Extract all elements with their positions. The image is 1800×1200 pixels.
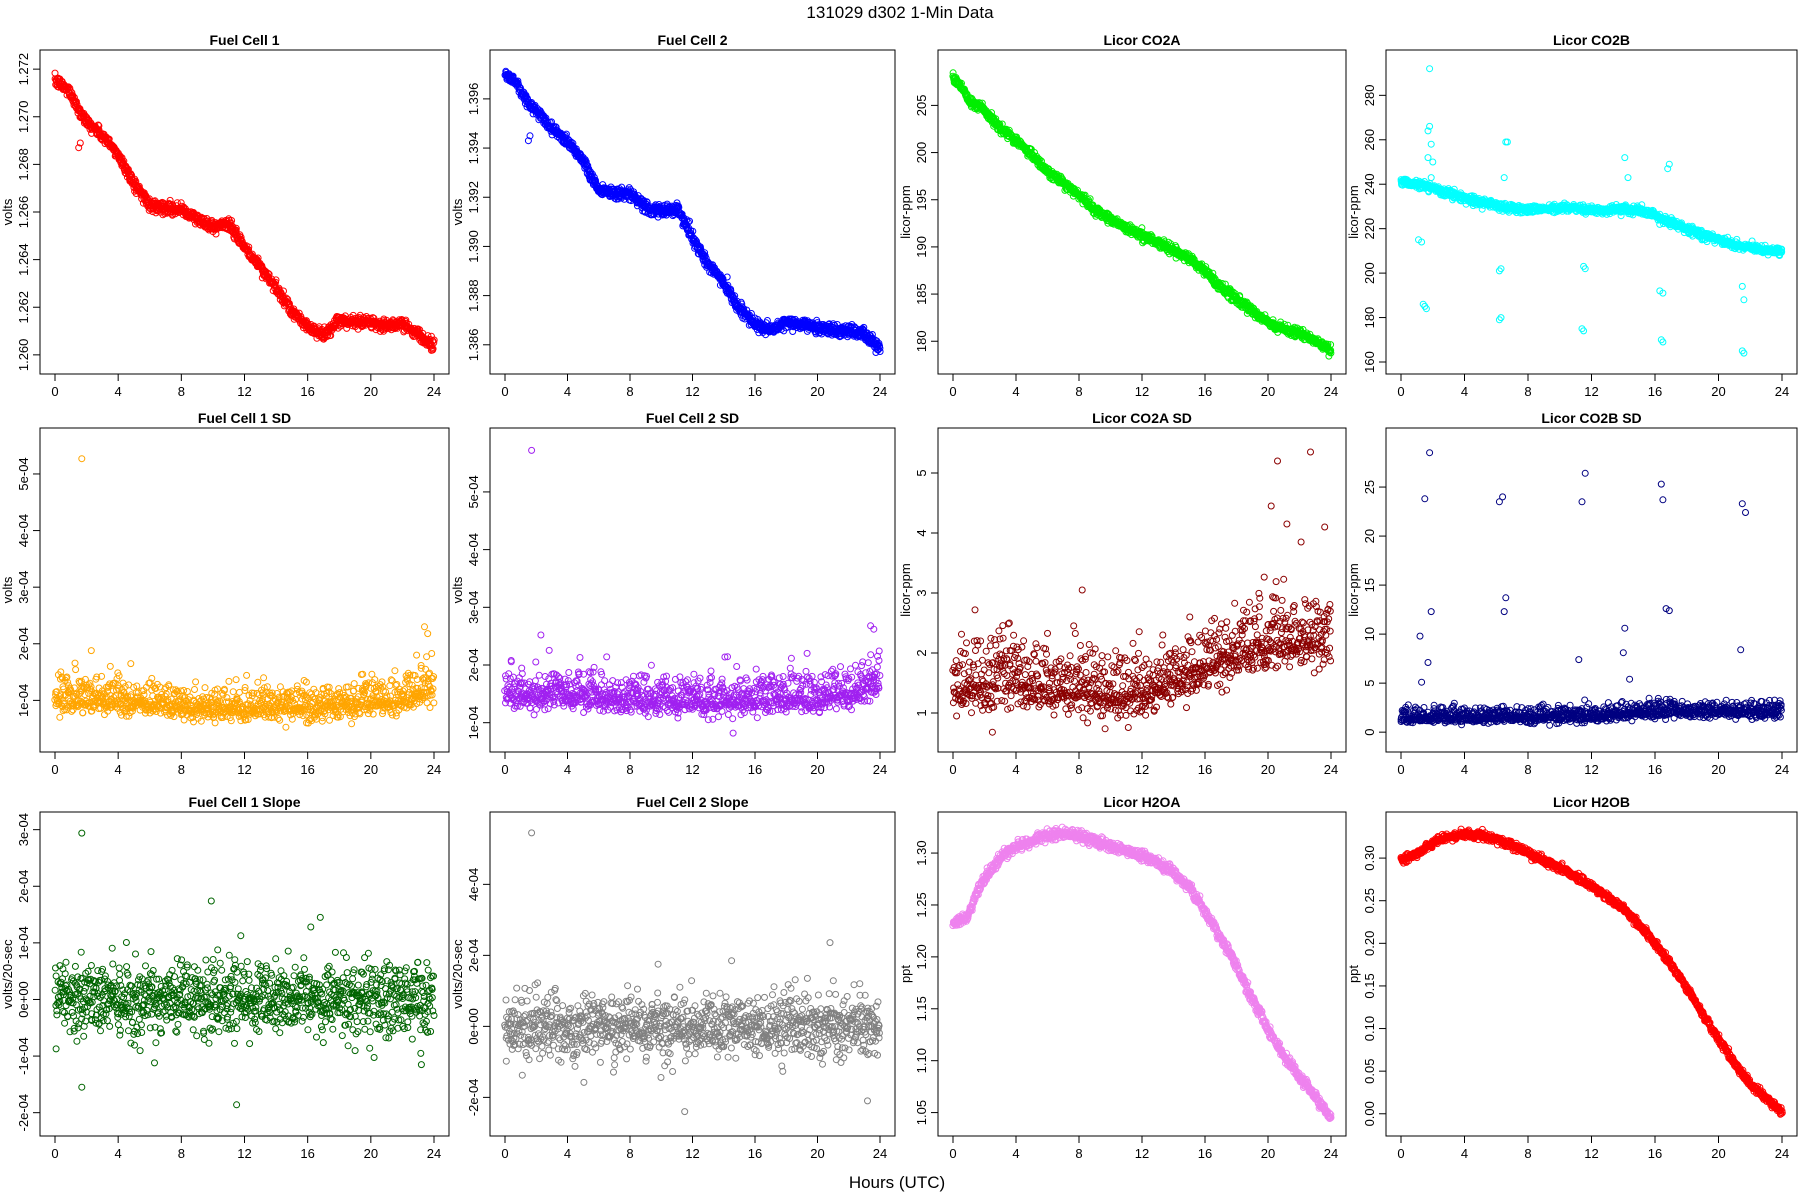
- data-point: [245, 243, 253, 251]
- panel-title-co2b: Licor CO2B: [1553, 32, 1630, 48]
- x-tick-label: 0: [51, 762, 58, 777]
- data-point-outlier: [1621, 154, 1629, 162]
- y-tick-label: 240: [1362, 173, 1377, 195]
- x-tick-label: 16: [748, 384, 762, 399]
- x-tick-label: 20: [364, 384, 378, 399]
- x-tick-label: 12: [1584, 384, 1598, 399]
- panel-title-fc1: Fuel Cell 1: [209, 32, 279, 48]
- x-tick-label: 16: [1198, 384, 1212, 399]
- data-point: [94, 121, 102, 129]
- series-fc1: [51, 69, 438, 354]
- x-tick-label: 12: [685, 384, 699, 399]
- panel-co2b: Licor CO2B 0 4 8 12 16 20 24 160 180 200 220 240 260 2…: [1346, 32, 1798, 399]
- data-point: [232, 226, 240, 234]
- series-co2b: [1397, 65, 1786, 357]
- y-tick-label: 1.272: [16, 53, 31, 86]
- y-tick-label: 1.268: [16, 148, 31, 181]
- series-co2a: [949, 69, 1335, 360]
- x-tick-label: 4: [115, 762, 122, 777]
- x-tick-label: 8: [626, 384, 633, 399]
- x-tick-label: 4: [1012, 384, 1019, 399]
- y-axis-label-co2b: licor-ppm: [1346, 185, 1361, 238]
- y-axis-label-fc1: volts: [0, 198, 15, 225]
- panel-fc1: Fuel Cell 1 0 4 8 12 16 20 24 1.260 1.262 1.264 1.2…: [0, 32, 450, 399]
- data-point: [272, 276, 280, 284]
- x-tick-label: 12: [1135, 384, 1149, 399]
- figure-title: 131029 d302 1-Min Data: [806, 3, 994, 22]
- y-tick-label: 1.386: [466, 329, 481, 362]
- data-point: [95, 122, 103, 130]
- x-tick-label: 24: [1324, 384, 1338, 399]
- y-tick-label: 1.394: [466, 132, 481, 165]
- y-tick-label: 1.266: [16, 196, 31, 229]
- y-tick-label: 200: [914, 142, 929, 164]
- y-tick-label: 160: [1362, 351, 1377, 373]
- x-tick-label: 24: [873, 384, 887, 399]
- y-tick-label: 1.396: [466, 83, 481, 116]
- y-axis-label-fc2: volts: [450, 198, 465, 225]
- x-tick-label: 4: [115, 384, 122, 399]
- data-point-outlier: [1500, 174, 1508, 182]
- x-tick-label: 12: [237, 762, 251, 777]
- data-point-outlier: [1738, 282, 1746, 290]
- data-point: [272, 278, 280, 286]
- data-point: [116, 152, 124, 160]
- panel-fc1sd: Fuel Cell 1 SD0 4 8 12 16 20 241e-042e-043e-04…: [0, 410, 450, 777]
- y-tick-label: 1.390: [466, 230, 481, 263]
- y-tick-label: 260: [1362, 129, 1377, 151]
- x-tick-label: 20: [810, 384, 824, 399]
- x-tick-label: 20: [1261, 384, 1275, 399]
- y-tick-label: 1.392: [466, 181, 481, 214]
- data-point-outlier: [1429, 158, 1437, 166]
- y-tick-label: 1.388: [466, 279, 481, 312]
- data-point-outlier: [1424, 154, 1432, 162]
- data-point-outlier: [1624, 174, 1632, 182]
- x-tick-label: 8: [1524, 384, 1531, 399]
- x-tick-label: 24: [1775, 384, 1789, 399]
- x-tick-label: 16: [300, 384, 314, 399]
- x-tick-label: 8: [178, 384, 185, 399]
- x-tick-label: 16: [1648, 384, 1662, 399]
- y-tick-label: 190: [914, 236, 929, 258]
- data-point-outlier: [1426, 65, 1434, 73]
- panel-title-fc1sd: Fuel Cell 1 SD: [198, 410, 291, 426]
- y-axis-label-co2a: licor-ppm: [898, 185, 913, 238]
- y-tick-label: 195: [914, 189, 929, 211]
- x-tick-label: 8: [1075, 384, 1082, 399]
- y-tick-label: 1.264: [16, 243, 31, 276]
- y-tick-label: 1.270: [16, 100, 31, 133]
- x-tick-label: 0: [949, 384, 956, 399]
- panel-title-fc2: Fuel Cell 2: [657, 32, 727, 48]
- y-tick-label: 1.260: [16, 339, 31, 372]
- x-tick-label: 8: [178, 762, 185, 777]
- x-tick-label: 4: [1461, 384, 1468, 399]
- figure-x-axis-label: Hours (UTC): [849, 1173, 945, 1192]
- y-tick-label: 1.262: [16, 291, 31, 324]
- x-tick-label: 24: [427, 384, 441, 399]
- panel-fc2: Fuel Cell 2 0 4 8 12 16 20 24 1.386 1.388 1.390 1.3…: [450, 32, 896, 399]
- data-point-outlier: [1427, 140, 1435, 148]
- panel-co2a: Licor CO2A 0 4 8 12 16 20 24 180 185 190 195 200 205 l…: [898, 32, 1347, 399]
- y-tick-label: 200: [1362, 262, 1377, 284]
- chart-panels: Fuel Cell 1 0 4 8 12 16 20 24 1.260 1.262 1.264 1.2…: [0, 32, 1798, 1161]
- y-tick-label: 205: [914, 95, 929, 117]
- panel-title-co2a: Licor CO2A: [1103, 32, 1180, 48]
- x-tick-label: 0: [1397, 384, 1404, 399]
- data-point: [69, 92, 77, 99]
- y-tick-label: 280: [1362, 84, 1377, 106]
- y-tick-label: 180: [1362, 307, 1377, 329]
- y-tick-label: 220: [1362, 218, 1377, 240]
- data-point-outlier: [1427, 174, 1435, 182]
- x-tick-label: 0: [501, 384, 508, 399]
- y-tick-label: 185: [914, 283, 929, 305]
- x-tick-label: 0: [51, 384, 58, 399]
- data-point-outlier: [1740, 296, 1748, 304]
- x-tick-label: 20: [1711, 384, 1725, 399]
- y-tick-label: 180: [914, 330, 929, 352]
- x-tick-label: 4: [564, 384, 571, 399]
- x-tick-label: 12: [237, 384, 251, 399]
- series-fc2: [501, 67, 884, 356]
